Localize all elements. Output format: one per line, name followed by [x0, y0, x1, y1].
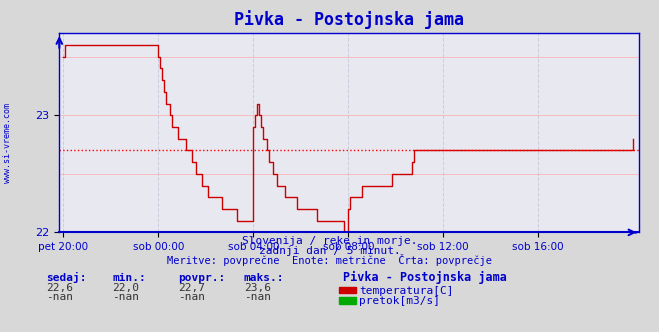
Text: Slovenija / reke in morje.: Slovenija / reke in morje. [242, 236, 417, 246]
Text: www.si-vreme.com: www.si-vreme.com [3, 103, 13, 183]
Text: -nan: -nan [244, 292, 271, 302]
Text: zadnji dan / 5 minut.: zadnji dan / 5 minut. [258, 246, 401, 256]
Text: 22,7: 22,7 [178, 283, 205, 292]
Text: maks.:: maks.: [244, 273, 284, 283]
Text: temperatura[C]: temperatura[C] [359, 286, 453, 295]
Text: pretok[m3/s]: pretok[m3/s] [359, 296, 440, 306]
Text: -nan: -nan [178, 292, 205, 302]
Title: Pivka - Postojnska jama: Pivka - Postojnska jama [234, 10, 465, 29]
Text: povpr.:: povpr.: [178, 273, 225, 283]
Text: -nan: -nan [112, 292, 139, 302]
Text: 22,0: 22,0 [112, 283, 139, 292]
Text: 22,6: 22,6 [46, 283, 73, 292]
Text: -nan: -nan [46, 292, 73, 302]
Text: sedaj:: sedaj: [46, 272, 86, 283]
Text: min.:: min.: [112, 273, 146, 283]
Text: 23,6: 23,6 [244, 283, 271, 292]
Text: Meritve: povprečne  Enote: metrične  Črta: povprečje: Meritve: povprečne Enote: metrične Črta:… [167, 254, 492, 266]
Text: Pivka - Postojnska jama: Pivka - Postojnska jama [343, 271, 507, 284]
